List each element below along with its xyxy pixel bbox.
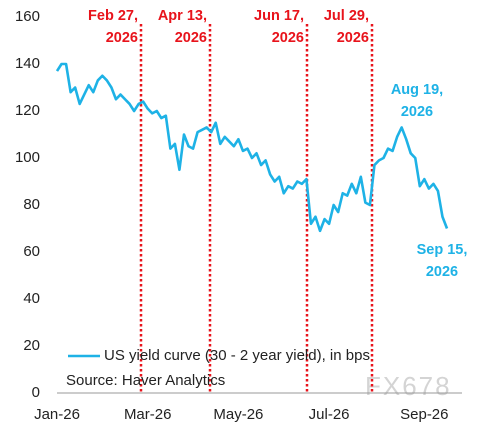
- event-label: 2026: [175, 30, 207, 46]
- source-note: Source: Haver Analytics: [66, 372, 225, 389]
- legend-label: US yield curve (30 - 2 year yield), in b…: [104, 347, 370, 364]
- y-tick-label: 60: [23, 243, 40, 260]
- x-tick-label: May-26: [213, 406, 263, 423]
- point-label: Sep 15,: [417, 242, 468, 258]
- y-tick-label: 0: [32, 384, 40, 401]
- y-tick-label: 80: [23, 196, 40, 213]
- y-tick-label: 160: [15, 8, 40, 25]
- x-tick-label: Sep-26: [400, 406, 448, 423]
- y-tick-label: 120: [15, 102, 40, 119]
- x-tick-label: Jul-26: [309, 406, 350, 423]
- x-tick-label: Mar-26: [124, 406, 172, 423]
- event-label: Feb 27,: [88, 8, 138, 24]
- y-tick-label: 20: [23, 337, 40, 354]
- x-tick-label: Jan-26: [34, 406, 80, 423]
- y-tick-label: 40: [23, 290, 40, 307]
- point-label: 2026: [401, 104, 433, 120]
- watermark: FX678: [365, 371, 452, 401]
- event-label: Apr 13,: [158, 8, 207, 24]
- point-label: 2026: [426, 264, 458, 280]
- point-label: Aug 19,: [391, 82, 443, 98]
- event-label: Jun 17,: [254, 8, 304, 24]
- y-tick-label: 100: [15, 149, 40, 166]
- event-label: 2026: [272, 30, 304, 46]
- event-label: Jul 29,: [324, 8, 369, 24]
- event-label: 2026: [337, 30, 369, 46]
- series-line: [55, 62, 449, 233]
- y-tick-label: 140: [15, 55, 40, 72]
- event-label: 2026: [106, 30, 138, 46]
